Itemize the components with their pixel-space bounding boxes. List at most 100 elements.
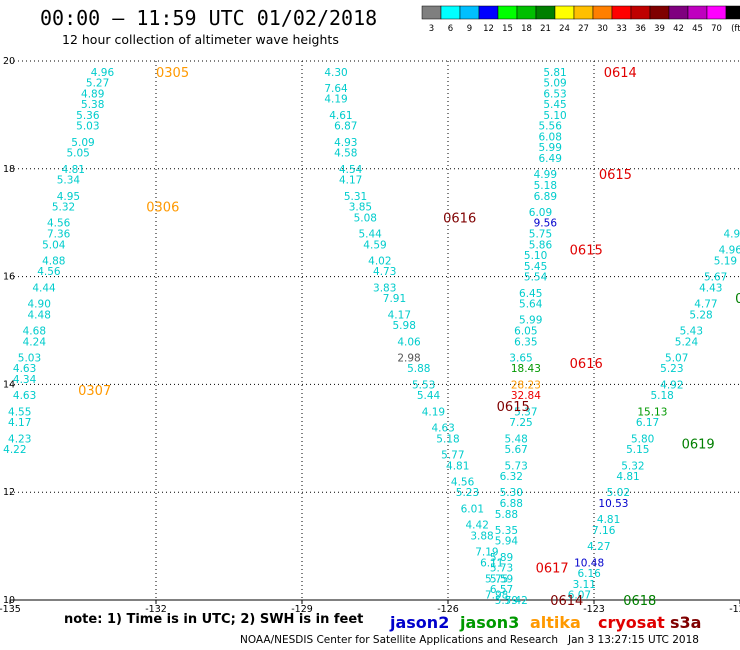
wave-height-value: 4.81 [62, 164, 85, 176]
scale-swatch [440, 5, 461, 20]
wave-height-value: 5.48 [504, 433, 527, 445]
lat-tick-label: 16 [3, 272, 15, 283]
wave-height-value: 4.81 [446, 460, 469, 472]
wave-height-value: 3.83 [373, 282, 396, 294]
wave-height-value: 4.56 [37, 266, 61, 278]
wave-height-value: 7.16 [592, 525, 616, 537]
scale-label: 9 [467, 24, 472, 34]
wave-height-value: 4.54 [339, 164, 363, 176]
wave-height-value: 4.95 [57, 191, 80, 203]
wave-height-value: 4.48 [28, 309, 51, 321]
wave-height-value: 6.45 [519, 288, 542, 300]
wave-height-value: 4.99 [723, 228, 740, 240]
wave-height-value: 3.11 [573, 579, 596, 591]
wave-height-value: 5.32 [621, 460, 644, 472]
wave-height-value: 4.17 [388, 309, 411, 321]
wave-height-value: 3.65 [509, 352, 532, 364]
wave-height-value: 4.17 [339, 175, 362, 187]
scale-swatch [516, 5, 537, 20]
wave-height-value: 5.24 [675, 336, 699, 348]
pass-pass-0616a: 4.307.644.194.616.874.934.584.544.175.31… [324, 67, 518, 607]
wave-height-value: 4.90 [28, 299, 51, 311]
wave-height-value: 28.23 [511, 379, 541, 391]
scale-swatch [535, 5, 556, 20]
scale-swatch [706, 5, 727, 20]
wave-height-value: 5.73 [490, 563, 513, 575]
scale-label: 45 [692, 24, 703, 34]
lat-tick-label: 14 [3, 379, 15, 390]
map-grid: -135 -132 -129 -126 -123 -120 20 18 16 14 12 10 [0, 56, 740, 615]
wave-height-value: 5.09 [71, 137, 94, 149]
wave-height-value: 5.31 [344, 191, 367, 203]
wave-height-value: 4.22 [3, 444, 26, 456]
scale-swatch [421, 5, 442, 20]
credit-text: NOAA/NESDIS Center for Satellite Applica… [240, 634, 558, 646]
wave-height-value: 10.53 [598, 498, 628, 510]
wave-height-value: 6.88 [500, 498, 523, 510]
wave-height-value: 6.09 [529, 207, 552, 219]
wave-height-value: 4.02 [368, 255, 391, 267]
pass-time-label: 0614 [550, 594, 583, 609]
wave-height-value: 6.08 [539, 131, 562, 143]
scale-label: 27 [578, 24, 589, 34]
wave-height-value: 4.63 [13, 390, 36, 402]
pass-time-label: 0306 [146, 201, 179, 216]
credit-timestamp: Jan 3 13:27:15 UTC 2018 [568, 634, 699, 646]
scale-label: 15 [502, 24, 513, 34]
wave-height-value: 5.07 [665, 352, 688, 364]
scale-swatch [573, 5, 594, 20]
wave-height-value: 5.03 [18, 352, 41, 364]
wave-height-value: 5.86 [529, 239, 553, 251]
wave-height-value: 5.43 [680, 326, 703, 338]
page-subtitle: 12 hour collection of altimeter wave hei… [62, 32, 339, 47]
wave-height-value: 4.56 [451, 476, 475, 488]
lat-tick-label: 18 [3, 164, 15, 175]
wave-height-value: 4.06 [397, 336, 421, 348]
wave-height-value: 6.49 [539, 153, 562, 165]
scale-swatch [649, 5, 670, 20]
lon-tick-label: -135 [0, 604, 21, 615]
wave-height-value: 4.96 [719, 245, 740, 257]
wave-height-value: 3.88 [470, 530, 493, 542]
pass-time-label: 0618 [623, 594, 656, 609]
wave-height-value: 5.03 [76, 121, 99, 133]
wave-height-value: 4.73 [373, 266, 396, 278]
wave-height-value: 5.10 [543, 110, 566, 122]
scale-swatch [630, 5, 651, 20]
wave-height-value: 4.81 [616, 471, 639, 483]
lon-tick-label: -126 [437, 604, 459, 615]
wave-height-value: 7.25 [509, 417, 532, 429]
wave-height-value: 5.81 [543, 67, 566, 79]
legend-cryosat: cryosat [598, 613, 665, 632]
wave-height-value: 5.10 [524, 250, 547, 262]
wave-height-value: 5.42 [504, 595, 527, 607]
lat-tick-label: 10 [3, 595, 15, 606]
wave-height-value: 5.27 [86, 78, 109, 90]
scale-swatch [725, 5, 740, 20]
legend-altika: altika [530, 613, 581, 632]
wave-height-value: 5.54 [524, 272, 548, 284]
wave-height-value: 5.09 [543, 78, 566, 90]
wave-height-value: 5.67 [704, 272, 727, 284]
wave-height-value: 6.89 [534, 191, 557, 203]
scale-label: 6 [448, 24, 453, 34]
wave-height-value: 5.75 [529, 228, 552, 240]
wave-height-value: 5.36 [76, 110, 100, 122]
wave-height-value: 6.16 [577, 568, 601, 580]
wave-height-value: 5.28 [689, 309, 712, 321]
wave-height-value: 4.19 [324, 94, 347, 106]
wave-height-value: 6.53 [543, 88, 566, 100]
wave-height-value: 7.36 [47, 228, 71, 240]
pass-pass-0305: 4.965.274.895.385.365.035.095.054.815.34… [3, 67, 114, 456]
legend-note: note: 1) Time is in UTC; 2) SWH is in fe… [64, 612, 364, 627]
wave-height-value: 5.56 [539, 121, 563, 133]
wave-height-value: 5.79 [495, 595, 518, 607]
wave-height-value: 4.19 [422, 406, 445, 418]
wave-height-value: 5.99 [539, 142, 562, 154]
scale-label: 30 [597, 24, 608, 34]
wave-height-value: 9.56 [534, 218, 558, 230]
wave-height-value: 4.43 [699, 282, 722, 294]
